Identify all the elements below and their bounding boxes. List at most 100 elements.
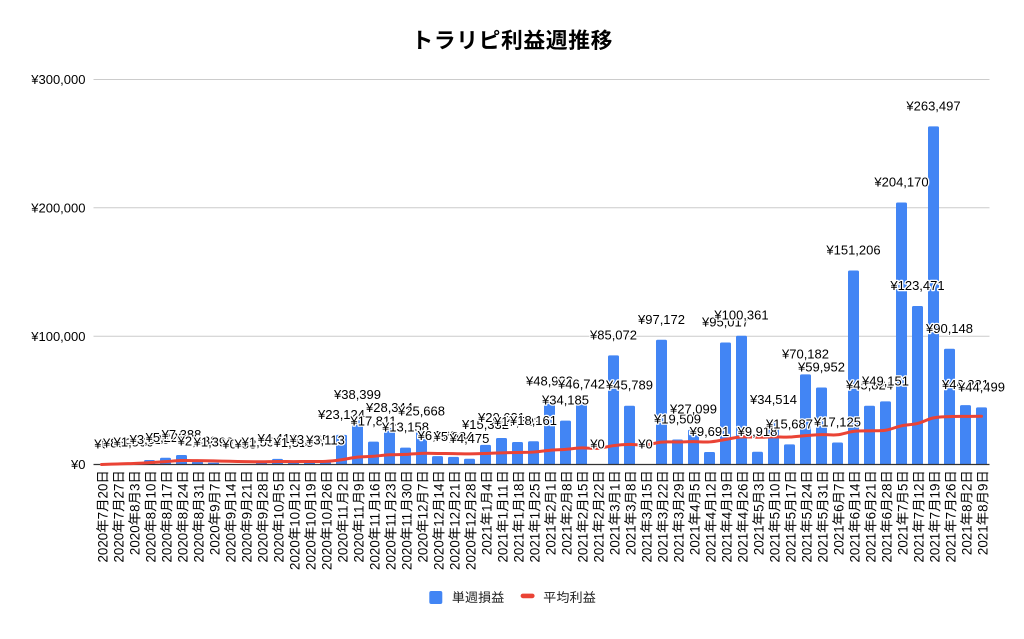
svg-text:10: 10: [271, 504, 286, 519]
svg-text:2020: 2020: [399, 540, 414, 570]
svg-text:24: 24: [175, 483, 190, 498]
svg-text:¥123,471: ¥123,471: [889, 278, 944, 293]
svg-text:14: 14: [223, 483, 238, 498]
svg-text:2021: 2021: [655, 533, 670, 563]
svg-text:2020: 2020: [159, 533, 174, 563]
svg-text:2021: 2021: [591, 533, 606, 563]
svg-text:11: 11: [383, 513, 398, 527]
svg-text:¥100,000: ¥100,000: [30, 329, 85, 344]
svg-text:¥34,185: ¥34,185: [541, 393, 589, 408]
svg-text:2020: 2020: [111, 533, 126, 563]
svg-text:¥59,952: ¥59,952: [797, 360, 845, 375]
svg-text:8: 8: [559, 484, 574, 491]
svg-text:16: 16: [367, 484, 382, 499]
svg-text:2021: 2021: [623, 525, 638, 555]
svg-text:3: 3: [751, 484, 766, 491]
svg-text:¥18,161: ¥18,161: [509, 413, 557, 428]
svg-text:14: 14: [847, 483, 862, 498]
svg-text:8: 8: [623, 484, 638, 491]
svg-text:¥3,113: ¥3,113: [305, 433, 345, 448]
svg-text:¥204,170: ¥204,170: [873, 175, 928, 190]
svg-text:15: 15: [639, 484, 654, 499]
svg-text:3: 3: [623, 504, 638, 511]
svg-text:2020: 2020: [447, 540, 462, 570]
svg-text:8: 8: [175, 512, 190, 519]
svg-text:2021: 2021: [799, 533, 814, 563]
svg-text:22: 22: [655, 484, 670, 499]
svg-text:2021: 2021: [975, 525, 990, 555]
svg-text:¥27,099: ¥27,099: [669, 402, 717, 417]
svg-text:¥90,148: ¥90,148: [925, 321, 973, 336]
svg-text:2020: 2020: [175, 533, 190, 563]
svg-text:2020: 2020: [351, 533, 366, 563]
svg-text:11: 11: [495, 485, 510, 499]
svg-text:2: 2: [591, 512, 606, 519]
svg-text:2: 2: [543, 504, 558, 511]
svg-text:¥151,206: ¥151,206: [825, 243, 880, 258]
svg-text:2020: 2020: [95, 533, 110, 563]
svg-text:2020: 2020: [335, 533, 350, 563]
svg-text:2020: 2020: [271, 533, 286, 563]
svg-text:6: 6: [847, 512, 862, 519]
svg-text:¥46,742: ¥46,742: [557, 377, 605, 392]
svg-text:1: 1: [479, 504, 494, 511]
svg-text:26: 26: [943, 484, 958, 499]
svg-text:¥300,000: ¥300,000: [30, 72, 85, 87]
svg-text:10: 10: [319, 512, 334, 527]
svg-text:9: 9: [207, 504, 222, 511]
svg-text:29: 29: [671, 484, 686, 499]
svg-text:25: 25: [527, 484, 542, 499]
svg-text:8: 8: [127, 504, 142, 511]
svg-text:18: 18: [511, 484, 526, 499]
svg-text:2020: 2020: [319, 540, 334, 570]
svg-text:12: 12: [463, 512, 478, 527]
svg-text:9: 9: [351, 484, 366, 491]
svg-text:2: 2: [575, 512, 590, 519]
svg-text:21: 21: [239, 484, 254, 499]
svg-text:2020: 2020: [415, 533, 430, 563]
svg-text:10: 10: [303, 512, 318, 527]
svg-text:2020: 2020: [287, 540, 302, 570]
svg-text:2021: 2021: [559, 525, 574, 555]
svg-text:2021: 2021: [495, 533, 510, 563]
svg-text:12: 12: [447, 512, 462, 527]
svg-text:5: 5: [687, 484, 702, 491]
svg-text:¥45,789: ¥45,789: [605, 378, 653, 393]
svg-text:7: 7: [831, 484, 846, 491]
svg-text:5: 5: [799, 512, 814, 519]
svg-text:2021: 2021: [543, 525, 558, 555]
svg-text:27: 27: [111, 484, 126, 499]
svg-text:2020: 2020: [367, 540, 382, 570]
svg-text:2020: 2020: [191, 533, 206, 563]
svg-text:7: 7: [95, 512, 110, 519]
svg-text:15: 15: [575, 484, 590, 499]
svg-text:¥0: ¥0: [589, 437, 604, 452]
svg-text:10: 10: [767, 484, 782, 499]
svg-text:10: 10: [143, 484, 158, 499]
svg-text:¥0: ¥0: [637, 437, 652, 452]
svg-text:2021: 2021: [895, 525, 910, 555]
svg-text:¥0: ¥0: [70, 457, 85, 472]
svg-text:7: 7: [111, 512, 126, 519]
svg-text:22: 22: [591, 484, 606, 499]
svg-text:21: 21: [447, 484, 462, 499]
svg-text:2021: 2021: [719, 533, 734, 563]
svg-text:14: 14: [431, 483, 446, 498]
svg-text:¥263,497: ¥263,497: [905, 98, 960, 113]
svg-text:¥44,499: ¥44,499: [957, 379, 1005, 394]
svg-text:2021: 2021: [703, 533, 718, 563]
svg-text:11: 11: [335, 505, 350, 519]
svg-text:2020: 2020: [431, 540, 446, 570]
svg-text:2021: 2021: [783, 533, 798, 563]
svg-text:2021: 2021: [671, 533, 686, 563]
svg-text:2020: 2020: [463, 540, 478, 570]
svg-text:9: 9: [255, 512, 270, 519]
svg-text:2020: 2020: [239, 533, 254, 563]
svg-text:7: 7: [207, 484, 222, 491]
svg-text:2021: 2021: [735, 533, 750, 563]
svg-text:1: 1: [511, 512, 526, 519]
svg-text:12: 12: [703, 484, 718, 499]
svg-text:¥200,000: ¥200,000: [30, 201, 85, 216]
svg-text:5: 5: [783, 512, 798, 519]
svg-text:1: 1: [527, 512, 542, 519]
